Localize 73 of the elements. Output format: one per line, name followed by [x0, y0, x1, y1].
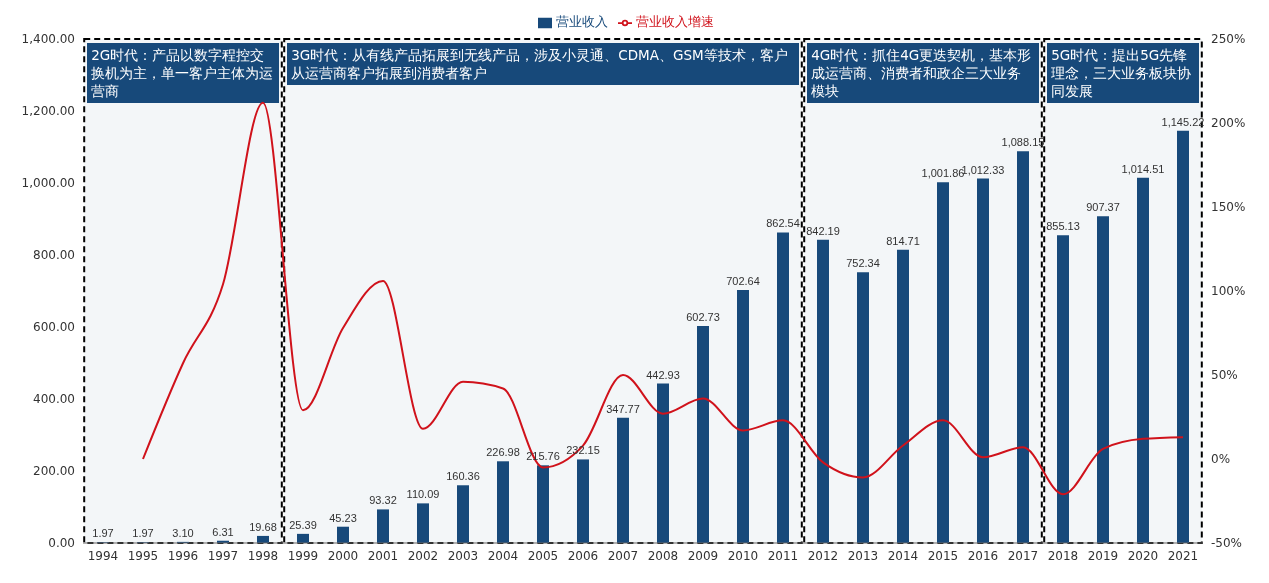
x-tick-label: 1994: [87, 548, 119, 563]
x-tick-label: 2019: [1087, 548, 1119, 563]
y2-tick-label: 100%: [1211, 284, 1246, 299]
x-tick-label: 2005: [527, 548, 559, 563]
data-label: 907.37: [1086, 201, 1120, 214]
x-tick-label: 1996: [167, 548, 199, 563]
x-tick-label: 1995: [127, 548, 159, 563]
data-label: 1,012.33: [961, 163, 1005, 176]
band-label: 5G时代：提出5G先锋理念，三大业务板块协同发展: [1047, 43, 1199, 103]
data-label: 93.32: [369, 494, 397, 507]
data-label: 862.54: [766, 217, 800, 230]
x-tick-label: 2009: [687, 548, 719, 563]
data-label: 702.64: [726, 275, 760, 288]
x-tick-label: 2012: [807, 548, 839, 563]
x-tick-label: 1998: [247, 548, 279, 563]
x-tick-label: 2013: [847, 548, 879, 563]
y-tick-label: 800.00: [33, 248, 75, 263]
y2-tick-label: 50%: [1211, 368, 1238, 383]
y-tick-label: 600.00: [33, 320, 75, 335]
y2-tick-label: 150%: [1211, 200, 1246, 215]
data-label: 1,014.51: [1121, 162, 1165, 175]
data-label: 602.73: [686, 311, 720, 324]
data-label: 1.97: [132, 527, 154, 540]
y2-tick-label: 0%: [1211, 452, 1231, 467]
x-tick-label: 2008: [647, 548, 679, 563]
data-label: 110.09: [406, 488, 440, 501]
y-tick-label: 1,400.00: [21, 32, 75, 47]
band-label: 2G时代：产品以数字程控交换机为主，单一客户主体为运营商: [87, 43, 279, 103]
x-tick-label: 2003: [447, 548, 479, 563]
data-label: 45.23: [329, 511, 357, 524]
y-tick-label: 0.00: [48, 536, 75, 551]
x-tick-label: 2007: [607, 548, 639, 563]
data-label: 347.77: [606, 402, 640, 415]
x-tick-label: 2001: [367, 548, 399, 563]
y2-tick-label: -50%: [1211, 536, 1243, 551]
x-tick-label: 1999: [287, 548, 319, 563]
data-label: 842.19: [806, 224, 840, 237]
x-tick-label: 2006: [567, 548, 599, 563]
y-tick-label: 1,200.00: [21, 104, 75, 119]
legend-label: 营业收入: [555, 14, 608, 29]
data-label: 1.97: [92, 527, 114, 540]
y-tick-label: 400.00: [33, 392, 75, 407]
x-tick-label: 2000: [327, 548, 359, 563]
data-label: 19.68: [249, 520, 277, 533]
x-tick-label: 2004: [487, 548, 519, 563]
x-tick-label: 2021: [1167, 548, 1199, 563]
data-label: 814.71: [886, 234, 920, 247]
x-tick-label: 2016: [967, 548, 999, 563]
data-label: 226.98: [486, 446, 520, 459]
band-label: 4G时代：抓住4G更迭契机，基本形成运营商、消费者和政企三大业务模块: [807, 43, 1039, 103]
x-tick-label: 2010: [727, 548, 759, 563]
x-tick-label: 2002: [407, 548, 439, 563]
band-label: 3G时代：从有线产品拓展到无线产品，涉及小灵通、CDMA、GSM等技术，客户从运营商客户拓展到消费者客户: [287, 43, 799, 85]
x-tick-label: 2011: [767, 548, 799, 563]
x-tick-label: 2014: [887, 548, 919, 563]
x-tick-label: 2017: [1007, 548, 1039, 563]
x-tick-label: 2020: [1127, 548, 1159, 563]
y-tick-label: 200.00: [33, 464, 75, 479]
data-label: 25.39: [289, 518, 317, 531]
legend-label: 营业收入增速: [635, 14, 714, 29]
data-label: 160.36: [446, 470, 480, 483]
x-tick-label: 2018: [1047, 548, 1079, 563]
y2-tick-label: 200%: [1211, 116, 1246, 131]
x-tick-label: 1997: [207, 548, 239, 563]
y2-tick-label: 250%: [1211, 32, 1246, 47]
data-label: 752.34: [846, 257, 880, 270]
data-label: 3.10: [172, 526, 194, 539]
data-label: 1,145.22: [1161, 115, 1205, 128]
x-tick-label: 2015: [927, 548, 959, 563]
data-label: 442.93: [646, 368, 680, 381]
data-label: 855.13: [1046, 220, 1080, 233]
y-tick-label: 1,000.00: [21, 176, 75, 191]
data-label: 6.31: [212, 525, 234, 538]
